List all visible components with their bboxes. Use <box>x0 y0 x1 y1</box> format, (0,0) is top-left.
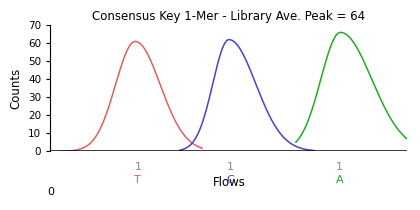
Text: C: C <box>227 175 234 185</box>
Text: 0: 0 <box>47 187 54 197</box>
Text: 1: 1 <box>227 162 234 172</box>
X-axis label: Flows: Flows <box>213 176 245 189</box>
Text: 1: 1 <box>134 162 142 172</box>
Y-axis label: Counts: Counts <box>10 68 23 109</box>
Text: A: A <box>336 175 344 185</box>
Text: T: T <box>134 175 141 185</box>
Text: 1: 1 <box>336 162 343 172</box>
Title: Consensus Key 1-Mer - Library Ave. Peak = 64: Consensus Key 1-Mer - Library Ave. Peak … <box>92 10 365 23</box>
